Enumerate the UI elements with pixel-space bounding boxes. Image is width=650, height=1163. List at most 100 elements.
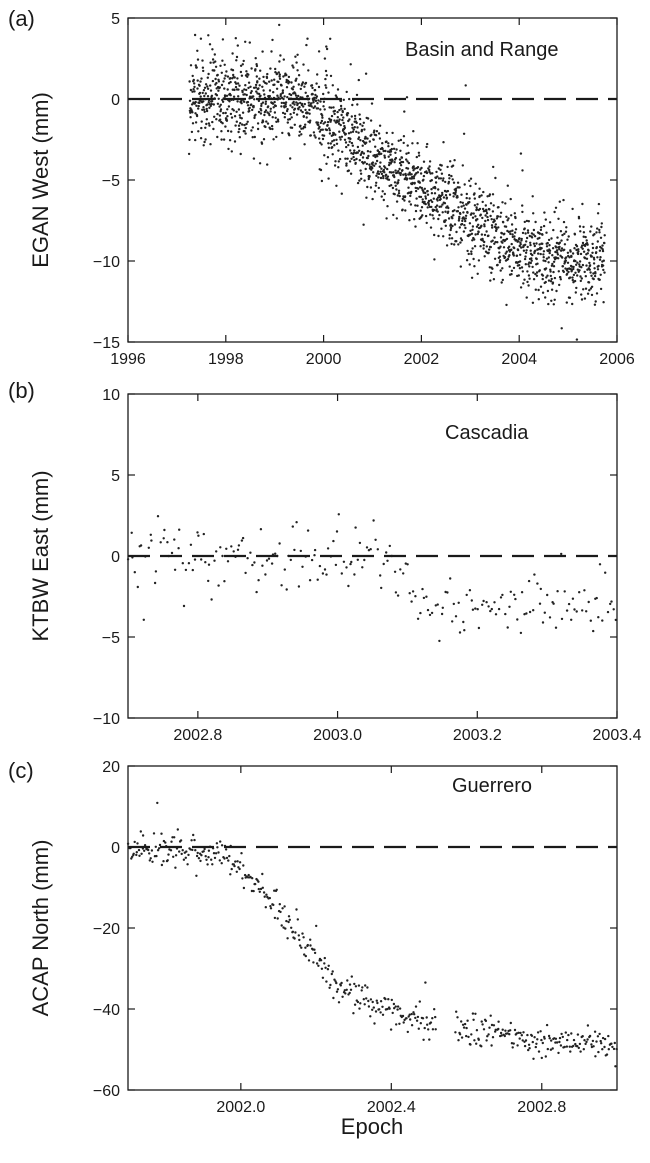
data-point-a (219, 118, 222, 121)
data-point-c (131, 855, 134, 858)
data-point-c (392, 1002, 396, 1006)
data-point-a (483, 240, 486, 244)
data-point-a (194, 64, 197, 67)
data-point-c (333, 978, 336, 981)
data-point-a (250, 67, 253, 70)
data-point-c (150, 849, 154, 852)
data-point-a (353, 126, 356, 129)
data-point-a (215, 94, 219, 97)
data-point-a (559, 276, 562, 279)
data-point-a (436, 210, 439, 213)
data-point-b (367, 549, 371, 552)
data-point-a (222, 111, 225, 115)
data-point-a (233, 140, 237, 143)
data-point-a (465, 203, 468, 206)
data-point-c (229, 873, 232, 876)
data-point-a (257, 99, 261, 103)
data-point-a (471, 216, 475, 219)
data-point-b (414, 595, 417, 598)
data-point-b (565, 609, 569, 612)
data-point-a (353, 114, 357, 118)
data-point-a (278, 77, 282, 81)
data-point-a (236, 77, 239, 80)
data-point-a (461, 164, 464, 167)
data-point-c (265, 893, 268, 896)
data-point-c (551, 1047, 554, 1050)
data-point-a (245, 93, 248, 97)
data-point-a (344, 132, 347, 136)
data-point-c (600, 1042, 603, 1045)
data-point-a (306, 37, 309, 40)
data-point-a (390, 147, 393, 151)
data-point-a (426, 189, 429, 193)
data-point-b (350, 560, 353, 564)
data-point-a (598, 258, 602, 261)
data-point-a (365, 162, 369, 166)
y-axis-label-a: EGAN West (mm) (28, 92, 53, 268)
data-point-a (462, 211, 465, 214)
data-point-a (283, 95, 286, 98)
data-point-a (445, 196, 449, 199)
data-point-a (420, 166, 423, 170)
data-point-c (484, 1019, 488, 1023)
data-point-b (406, 563, 409, 566)
data-point-a (221, 98, 224, 102)
data-point-a (266, 72, 269, 76)
data-point-a (367, 154, 370, 158)
data-point-c (607, 1034, 610, 1038)
data-point-c (530, 1034, 534, 1038)
data-point-a (299, 124, 302, 128)
data-point-c (522, 1031, 525, 1034)
data-point-a (202, 106, 205, 109)
data-point-a (499, 245, 502, 248)
data-point-c (559, 1044, 563, 1047)
data-point-b (581, 609, 584, 612)
data-point-c (407, 1015, 410, 1018)
data-point-a (542, 253, 545, 256)
data-point-a (415, 155, 418, 159)
data-point-a (394, 151, 397, 154)
data-point-a (420, 186, 423, 190)
data-point-a (426, 193, 430, 196)
data-point-c (330, 972, 333, 976)
data-point-c (376, 1001, 379, 1005)
data-point-a (279, 93, 282, 96)
data-point-a (314, 93, 317, 97)
data-point-a (347, 143, 350, 147)
data-point-a (545, 231, 548, 234)
data-point-a (211, 120, 214, 124)
data-point-a (292, 66, 295, 69)
data-point-a (211, 48, 214, 51)
data-point-a (232, 95, 236, 98)
data-point-b (601, 619, 604, 622)
data-point-a (231, 69, 235, 72)
data-point-a (204, 92, 207, 95)
data-point-a (513, 235, 516, 238)
data-point-a (237, 88, 240, 91)
data-point-a (436, 175, 439, 178)
data-point-a (532, 242, 536, 245)
data-point-b (573, 608, 576, 611)
data-point-a (314, 136, 317, 139)
data-point-c (520, 1034, 523, 1037)
data-point-c (481, 1023, 484, 1026)
data-point-a (397, 170, 400, 173)
data-point-b (365, 546, 369, 549)
data-point-a (271, 38, 274, 42)
data-point-a (243, 93, 246, 96)
data-point-c (220, 862, 223, 865)
data-point-c (596, 1035, 600, 1038)
data-point-a (353, 149, 356, 152)
data-point-a (385, 217, 388, 220)
data-point-a (316, 121, 319, 124)
data-point-a (245, 88, 248, 92)
data-point-a (394, 156, 398, 160)
data-point-a (229, 112, 233, 116)
data-point-a (460, 205, 463, 208)
data-point-a (305, 43, 308, 47)
data-point-a (399, 164, 403, 167)
data-point-a (241, 63, 244, 66)
data-point-a (291, 106, 294, 109)
data-point-c (350, 975, 353, 978)
data-point-a (226, 88, 229, 91)
